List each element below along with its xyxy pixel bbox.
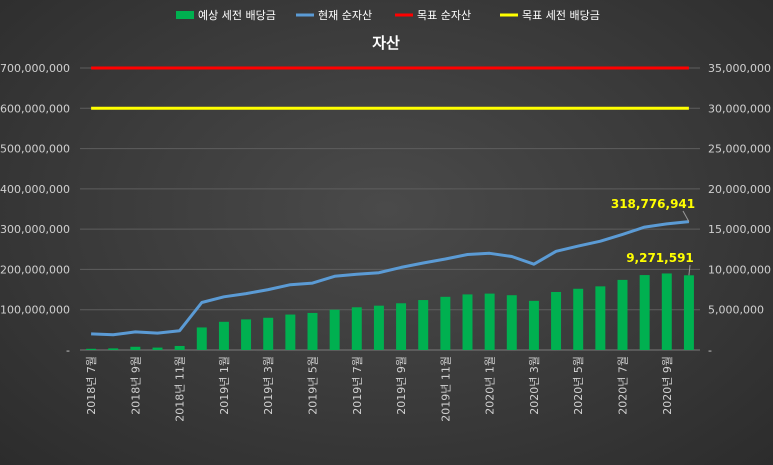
callout-label: 9,271,591 <box>626 251 694 265</box>
bar-dividend <box>307 312 318 350</box>
bar-dividend <box>108 348 119 350</box>
y-left-tick-label: 400,000,000 <box>0 183 70 196</box>
y-left-tick-label: 600,000,000 <box>0 102 70 115</box>
x-tick-label: 2019년 3월 <box>262 356 275 415</box>
x-tick-label: 2019년 5월 <box>307 356 320 415</box>
bar-dividend <box>639 275 650 350</box>
y-right-tick-label: 10,000,000 <box>708 263 771 276</box>
legend-swatch-bar <box>176 11 194 19</box>
legend-label: 목표 세전 배당금 <box>522 9 600 22</box>
bar-dividend <box>440 296 451 350</box>
bar-dividend <box>462 294 473 350</box>
x-tick-label: 2020년 5월 <box>572 356 585 415</box>
y-left-tick-label: - <box>66 344 70 357</box>
bar-dividend <box>285 314 296 350</box>
bar-dividend <box>396 303 407 350</box>
bar-dividend <box>174 345 185 350</box>
x-tick-label: 2018년 7월 <box>85 356 98 415</box>
bar-dividend <box>551 291 562 350</box>
x-tick-label: 2020년 1월 <box>484 356 497 415</box>
legend-label: 현재 순자산 <box>318 9 372 22</box>
y-right-tick-label: 20,000,000 <box>708 183 771 196</box>
bar-dividend <box>218 321 229 350</box>
x-tick-label: 2018년 9월 <box>129 356 142 415</box>
y-left-tick-label: 700,000,000 <box>0 62 70 75</box>
y-left-tick-label: 200,000,000 <box>0 263 70 276</box>
bar-dividend <box>484 293 495 350</box>
bar-dividend <box>528 300 539 350</box>
x-tick-label: 2019년 9월 <box>395 356 408 415</box>
bar-dividend <box>263 317 274 350</box>
chart-title: 자산 <box>372 34 400 52</box>
bar-dividend <box>329 309 340 350</box>
bar-dividend <box>130 346 141 350</box>
bar-dividend <box>595 286 606 350</box>
bar-dividend <box>573 288 584 350</box>
y-right-tick-label: 30,000,000 <box>708 102 771 115</box>
callout-leader <box>688 264 691 276</box>
y-left-tick-label: 300,000,000 <box>0 223 70 236</box>
y-right-tick-label: 35,000,000 <box>708 62 771 75</box>
x-tick-label: 2019년 7월 <box>351 356 364 415</box>
callout-label: 318,776,941 <box>611 197 695 211</box>
bar-dividend <box>506 295 517 350</box>
y-right-tick-label: 5,000,000 <box>708 304 764 317</box>
x-tick-label: 2019년 1월 <box>218 356 231 415</box>
bar-dividend <box>617 279 628 350</box>
bar-dividend <box>196 327 207 350</box>
y-right-tick-label: - <box>708 344 712 357</box>
x-tick-label: 2020년 7월 <box>617 356 630 415</box>
x-tick-label: 2020년 9월 <box>661 356 674 415</box>
x-tick-label: 2019년 11월 <box>439 356 452 422</box>
series-line <box>91 220 690 337</box>
bar-dividend <box>152 347 163 350</box>
bar-dividend <box>661 273 672 350</box>
y-right-tick-label: 15,000,000 <box>708 223 771 236</box>
legend-label: 예상 세전 배당금 <box>198 9 276 22</box>
y-left-tick-label: 500,000,000 <box>0 143 70 156</box>
y-left-tick-label: 100,000,000 <box>0 304 70 317</box>
y-right-tick-label: 25,000,000 <box>708 143 771 156</box>
bar-dividend <box>86 348 97 350</box>
bar-dividend <box>683 275 694 350</box>
bar-dividend <box>351 307 362 350</box>
bar-dividend <box>241 319 252 350</box>
legend-label: 목표 순자산 <box>417 9 471 22</box>
x-tick-label: 2020년 3월 <box>528 356 541 415</box>
callout-leader <box>682 210 690 222</box>
bar-dividend <box>373 305 384 350</box>
x-tick-label: 2018년 11월 <box>174 356 187 422</box>
bar-dividend <box>418 300 429 350</box>
